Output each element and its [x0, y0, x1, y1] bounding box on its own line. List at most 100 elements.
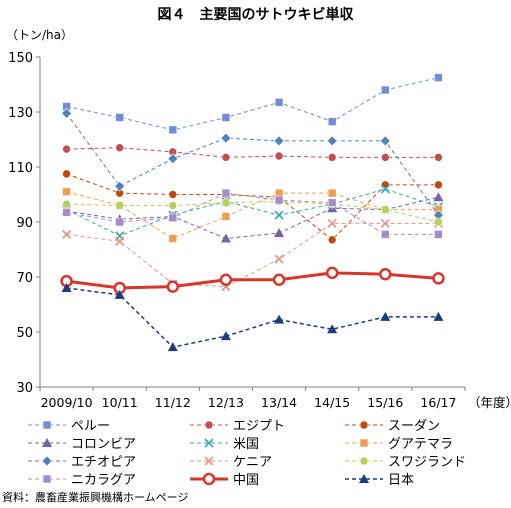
data-point — [327, 153, 337, 162]
data-point — [327, 188, 337, 198]
data-point — [381, 153, 390, 162]
data-point — [115, 217, 124, 227]
legend-marker — [359, 474, 369, 483]
data-point — [274, 254, 284, 264]
legend-item: コロンビア — [28, 437, 136, 452]
series-line — [66, 271, 439, 290]
legend-item: エチオピア — [28, 455, 136, 470]
legend-item: 米国 — [190, 437, 259, 452]
legend-item: ケニア — [190, 455, 272, 470]
data-point — [381, 230, 390, 239]
data-point — [379, 135, 391, 147]
data-point — [221, 153, 231, 162]
x-tick-label: 2009/10 — [41, 395, 93, 410]
data-point — [115, 113, 124, 122]
data-point — [168, 234, 178, 243]
legend-marker — [204, 438, 214, 448]
data-point — [167, 153, 179, 165]
data-point — [62, 199, 71, 209]
data-point — [273, 135, 285, 147]
legend-label: スーダン — [388, 419, 440, 434]
legend-marker — [204, 456, 214, 466]
legend-marker — [359, 438, 369, 448]
data-point — [114, 289, 125, 299]
series-line — [66, 191, 439, 240]
data-point — [433, 311, 444, 321]
data-point — [168, 213, 178, 223]
legend-item: 日本 — [345, 473, 414, 488]
y-tick-label: 70 — [16, 271, 33, 286]
series-7 — [61, 107, 444, 221]
data-point — [433, 192, 444, 202]
data-point — [379, 268, 392, 281]
data-point — [220, 331, 231, 341]
legend-label: ケニア — [233, 455, 272, 470]
data-point — [432, 272, 445, 285]
legend-label: スワジランド — [388, 455, 466, 470]
data-point — [274, 314, 285, 324]
legend-marker — [202, 472, 216, 486]
series-line — [66, 77, 439, 131]
y-axis-unit-label: （トン/ha） — [6, 28, 74, 42]
data-point — [115, 201, 124, 210]
series-10 — [62, 188, 443, 239]
data-point — [62, 169, 71, 179]
data-point — [434, 180, 443, 190]
series-11 — [60, 266, 445, 295]
data-point — [380, 311, 391, 321]
x-tick-label: 11/12 — [155, 395, 191, 410]
data-point — [219, 273, 233, 286]
data-point — [61, 283, 72, 292]
data-point — [327, 117, 337, 126]
series-line — [66, 287, 439, 348]
x-axis-label: （年度） — [468, 395, 511, 410]
legend-label: ニカラグア — [71, 473, 136, 488]
data-point — [327, 198, 337, 208]
data-point — [221, 113, 231, 122]
data-point — [115, 143, 124, 153]
x-tick-label: 10/11 — [102, 395, 138, 410]
series-12 — [61, 283, 444, 352]
data-point — [61, 107, 72, 119]
data-point — [274, 151, 284, 161]
legend-label: グアテマラ — [388, 437, 453, 452]
legend-marker — [42, 420, 52, 430]
data-point — [168, 190, 178, 199]
y-tick-label: 130 — [8, 106, 33, 121]
chart-title: 図４ 主要国のサトウキビ単収 — [157, 7, 354, 23]
data-point — [62, 187, 71, 197]
y-tick-label: 150 — [8, 51, 33, 66]
data-point — [381, 205, 390, 214]
x-tick-label: 14/15 — [314, 395, 350, 410]
series-1 — [62, 73, 443, 135]
legend-marker — [42, 438, 52, 447]
y-tick-label: 50 — [16, 326, 33, 341]
data-point — [62, 144, 71, 154]
data-point — [114, 180, 126, 192]
data-point — [327, 235, 337, 245]
data-point — [434, 217, 443, 227]
legend-label: エジプト — [233, 419, 285, 434]
series-line — [66, 188, 439, 237]
legend-marker — [42, 474, 52, 484]
x-tick-label: 16/17 — [420, 395, 456, 410]
data-point — [274, 98, 284, 107]
series-line — [66, 147, 439, 158]
series-line — [66, 200, 439, 223]
data-point — [380, 218, 390, 228]
data-point — [221, 212, 231, 221]
data-point — [115, 236, 125, 246]
legend-item: エジプト — [190, 419, 285, 434]
data-point — [272, 273, 286, 286]
data-point — [327, 218, 337, 228]
y-tick-label: 90 — [16, 216, 33, 231]
data-point — [381, 180, 390, 190]
legend-marker — [41, 455, 53, 467]
data-point — [380, 184, 390, 194]
data-point — [221, 188, 231, 198]
data-point — [325, 266, 339, 280]
data-point — [381, 85, 390, 95]
data-point — [434, 153, 443, 162]
legend-item: スーダン — [345, 419, 440, 434]
